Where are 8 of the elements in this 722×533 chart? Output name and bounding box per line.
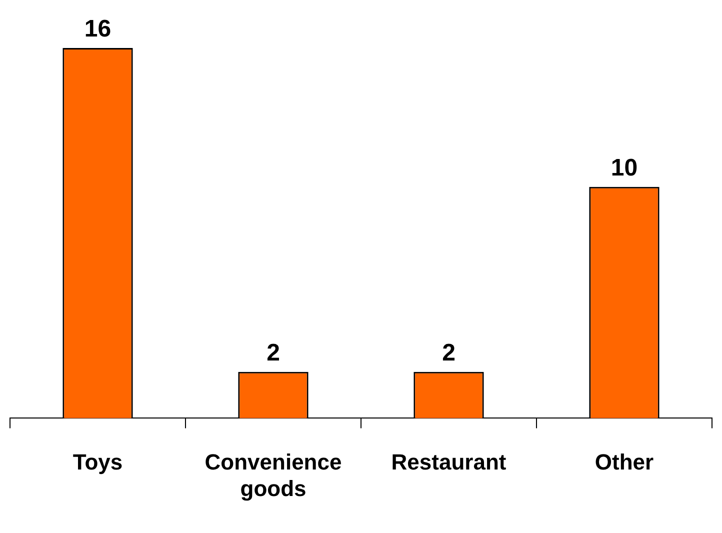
data-label: 10 (610, 154, 638, 182)
data-label: 2 (442, 340, 456, 367)
x-tick-label: Toys (72, 449, 123, 474)
data-label: 2 (266, 340, 280, 367)
data-label: 16 (84, 16, 112, 43)
x-tick-label: Convenience goods (204, 449, 342, 501)
x-tick-label: Restaurant (391, 449, 507, 474)
x-tick-label: Other (594, 449, 654, 474)
